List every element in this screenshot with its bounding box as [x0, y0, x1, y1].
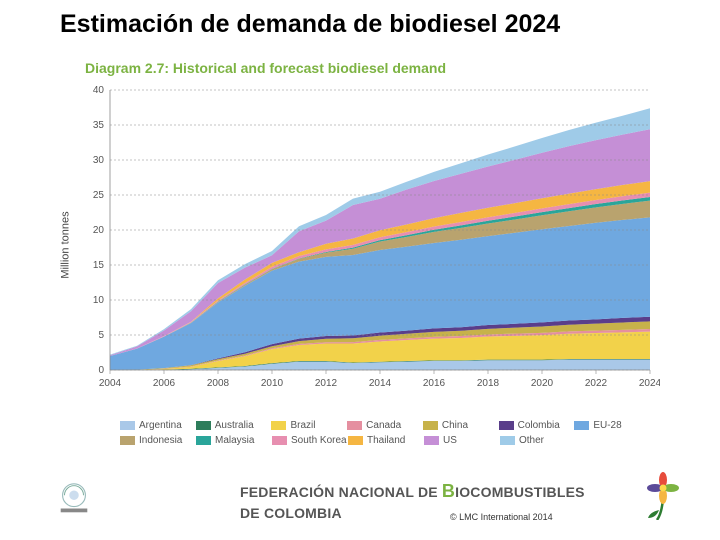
- legend-label: South Korea: [291, 435, 347, 446]
- y-axis-label: Million tonnes: [60, 211, 72, 278]
- legend-label: Other: [519, 435, 544, 446]
- legend-item-argentina: Argentina: [120, 420, 196, 431]
- chart-legend: Argentina Australia Brazil Canada China Colom…: [120, 420, 650, 450]
- svg-text:0: 0: [98, 365, 104, 376]
- legend-item-eu28: EU-28: [574, 420, 650, 431]
- svg-text:2016: 2016: [423, 378, 446, 389]
- legend-item-colombia: Colombia: [499, 420, 575, 431]
- legend-swatch: [574, 421, 589, 430]
- svg-text:2010: 2010: [261, 378, 284, 389]
- svg-text:35: 35: [93, 120, 105, 131]
- svg-text:15: 15: [93, 260, 105, 271]
- federation-line2: DE COLOMBIA: [240, 505, 342, 521]
- legend-label: Australia: [215, 420, 254, 431]
- legend-swatch: [196, 436, 211, 445]
- legend-swatch: [348, 436, 363, 445]
- legend-swatch: [500, 436, 515, 445]
- legend-item-australia: Australia: [196, 420, 272, 431]
- federation-line1-c: IOCOMBUSTIBLES: [455, 484, 585, 500]
- legend-label: Argentina: [139, 420, 182, 431]
- legend-swatch: [271, 421, 286, 430]
- federation-line1-a: FEDERACIÓN NACIONAL DE: [240, 484, 442, 500]
- legend-item-malaysia: Malaysia: [196, 435, 272, 446]
- svg-text:10: 10: [93, 295, 105, 306]
- legend-label: Brazil: [290, 420, 315, 431]
- legend-label: China: [442, 420, 468, 431]
- svg-text:2018: 2018: [477, 378, 500, 389]
- legend-label: Thailand: [367, 435, 405, 446]
- partner-logo: [55, 480, 93, 518]
- svg-text:25: 25: [93, 190, 105, 201]
- svg-text:2012: 2012: [315, 378, 338, 389]
- legend-label: EU-28: [593, 420, 621, 431]
- legend-label: Colombia: [518, 420, 560, 431]
- svg-text:2006: 2006: [153, 378, 176, 389]
- legend-item-us: US: [424, 435, 500, 446]
- legend-item-indonesia: Indonesia: [120, 435, 196, 446]
- svg-text:40: 40: [93, 85, 105, 96]
- biodiesel-demand-chart: 0 5 10 15 20 25 30 35 40 2004 2006 2008 2010 2012 2014…: [60, 80, 660, 410]
- legend-label: US: [443, 435, 457, 446]
- legend-item-southkorea: South Korea: [272, 435, 348, 446]
- legend-swatch: [120, 421, 135, 430]
- legend-item-brazil: Brazil: [271, 420, 347, 431]
- svg-text:2014: 2014: [369, 378, 392, 389]
- legend-item-thailand: Thailand: [348, 435, 424, 446]
- svg-text:2004: 2004: [99, 378, 122, 389]
- legend-label: Canada: [366, 420, 401, 431]
- copyright-text: © LMC International 2014: [450, 512, 553, 522]
- slide-title: Estimación de demanda de biodiesel 2024: [60, 10, 560, 39]
- legend-item-other: Other: [500, 435, 576, 446]
- chart-caption: Diagram 2.7: Historical and forecast bio…: [85, 60, 446, 76]
- legend-item-canada: Canada: [347, 420, 423, 431]
- legend-label: Malaysia: [215, 435, 254, 446]
- svg-text:5: 5: [98, 330, 104, 341]
- federation-line1-b: B: [442, 481, 455, 501]
- legend-swatch: [196, 421, 211, 430]
- svg-text:2024: 2024: [639, 378, 660, 389]
- legend-swatch: [120, 436, 135, 445]
- legend-swatch: [272, 436, 287, 445]
- legend-label: Indonesia: [139, 435, 182, 446]
- legend-item-china: China: [423, 420, 499, 431]
- legend-swatch: [424, 436, 439, 445]
- chart-container: Million tonnes 0 5 10 15 20 25 30 35 40 2004 2006 2…: [60, 80, 660, 410]
- svg-text:30: 30: [93, 155, 105, 166]
- svg-text:2008: 2008: [207, 378, 230, 389]
- flower-logo: [642, 468, 684, 520]
- svg-text:2022: 2022: [585, 378, 608, 389]
- legend-swatch: [499, 421, 514, 430]
- svg-text:20: 20: [93, 225, 105, 236]
- legend-swatch: [347, 421, 362, 430]
- svg-text:2020: 2020: [531, 378, 554, 389]
- legend-swatch: [423, 421, 438, 430]
